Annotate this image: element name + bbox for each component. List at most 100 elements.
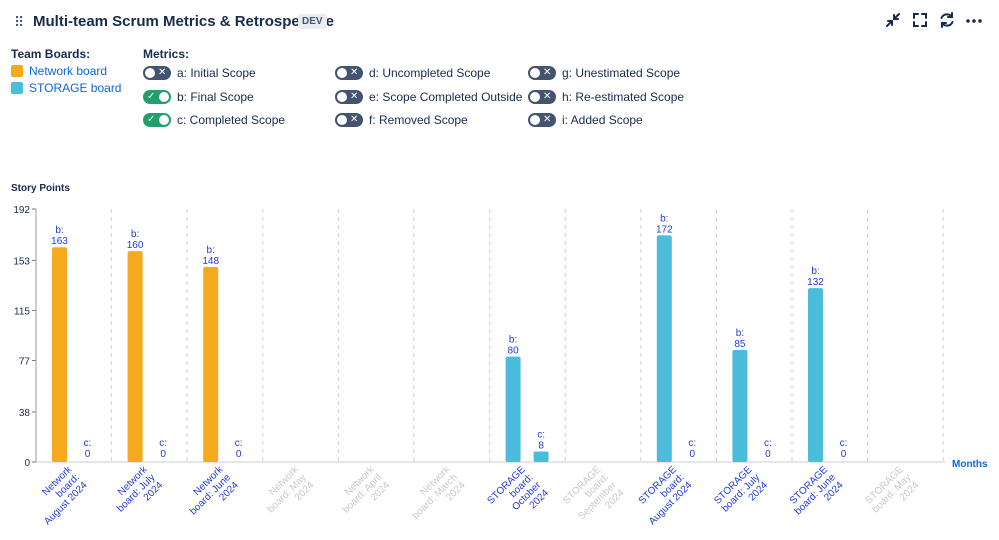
bar-series-label: b: xyxy=(811,266,819,277)
bar-value-label: 0 xyxy=(85,449,91,460)
close-icon: ✕ xyxy=(543,114,552,125)
metric-label: b: Final Scope xyxy=(177,90,254,104)
drag-handle-icon[interactable]: ⠿ xyxy=(14,14,24,30)
bar-value-label: 132 xyxy=(807,277,824,288)
close-icon: ✕ xyxy=(543,91,552,102)
fullscreen-icon[interactable] xyxy=(910,10,930,30)
bar-series-label: c: xyxy=(537,429,545,440)
env-badge: DEV xyxy=(298,14,327,29)
toggle-switch[interactable]: ✕ xyxy=(528,66,556,80)
toggle-switch[interactable]: ✕ xyxy=(528,90,556,104)
x-category-label: Networkboard:August 2024 xyxy=(27,464,91,528)
x-axis-title: Months xyxy=(952,459,988,470)
check-icon: ✓ xyxy=(147,91,156,102)
metric-label: a: Initial Scope xyxy=(177,66,256,80)
x-category-label: Networkboard: July2024 xyxy=(107,464,166,523)
team-boards-title: Team Boards: xyxy=(11,47,91,61)
minimize-icon[interactable] xyxy=(883,10,903,30)
metric-toggle-i[interactable]: ✕ i: Added Scope xyxy=(528,112,643,128)
metric-toggle-c[interactable]: ✓ c: Completed Scope xyxy=(143,112,285,128)
bar-series-label: b: xyxy=(131,229,139,240)
bar-series-label: b: xyxy=(660,213,668,224)
close-icon: ✕ xyxy=(543,67,552,78)
metric-label: d: Uncompleted Scope xyxy=(369,66,491,80)
x-category-label: STORAGEboard:September2024 xyxy=(561,464,627,530)
page-title: Multi-team Scrum Metrics & Retrospective xyxy=(33,13,334,30)
metric-toggle-a[interactable]: ✕ a: Initial Scope xyxy=(143,65,256,81)
legend-board-storage[interactable]: STORAGE board xyxy=(11,80,121,96)
metric-toggle-f[interactable]: ✕ f: Removed Scope xyxy=(335,112,468,128)
metric-label: g: Unestimated Scope xyxy=(562,66,681,80)
close-icon: ✕ xyxy=(350,91,359,102)
bar-value-label: 172 xyxy=(656,224,673,235)
metric-toggle-b[interactable]: ✓ b: Final Scope xyxy=(143,89,254,105)
metrics-title: Metrics: xyxy=(143,47,190,61)
bar-value-label: 163 xyxy=(51,236,68,247)
bar-series-label: c: xyxy=(84,438,92,449)
more-options-icon[interactable] xyxy=(964,10,984,30)
bar-series-label: b: xyxy=(736,328,744,339)
bar-value-label: 85 xyxy=(734,339,746,350)
toggle-switch[interactable]: ✓ xyxy=(143,113,171,127)
network-board-swatch xyxy=(11,65,23,77)
bar-value-label: 8 xyxy=(538,440,544,451)
metric-toggle-g[interactable]: ✕ g: Unestimated Scope xyxy=(528,65,680,81)
metric-toggle-e[interactable]: ✕ e: Scope Completed Outside xyxy=(335,89,522,105)
bar-completed-scope xyxy=(533,451,549,462)
board-label: STORAGE board xyxy=(29,81,122,95)
bar-final-scope xyxy=(203,266,219,462)
bar-final-scope xyxy=(127,251,143,462)
metric-label: e: Scope Completed Outside xyxy=(369,90,523,104)
close-icon: ✕ xyxy=(350,67,359,78)
toggle-switch[interactable]: ✕ xyxy=(335,113,363,127)
y-tick-label: 153 xyxy=(13,256,30,267)
x-category-label: STORAGEboard:August 2024 xyxy=(631,464,694,527)
metric-toggle-h[interactable]: ✕ h: Re-estimated Scope xyxy=(528,89,684,105)
x-category-label: Networkboard: June2024 xyxy=(180,464,241,525)
bar-value-label: 160 xyxy=(127,240,144,251)
bar-value-label: 0 xyxy=(236,449,242,460)
x-category-label: STORAGEboard: July2024 xyxy=(712,464,770,522)
y-tick-label: 0 xyxy=(24,458,30,469)
bar-final-scope xyxy=(808,288,823,462)
board-label: Network board xyxy=(29,64,108,78)
toggle-switch[interactable]: ✕ xyxy=(335,90,363,104)
refresh-icon[interactable] xyxy=(937,10,957,30)
bar-value-label: 0 xyxy=(841,449,847,460)
legend-board-network[interactable]: Network board xyxy=(11,63,107,79)
x-category-label: STORAGEboard: June2024 xyxy=(785,464,846,525)
y-tick-label: 77 xyxy=(19,357,31,368)
bar-series-label: b: xyxy=(509,335,517,346)
bar-value-label: 0 xyxy=(765,449,771,460)
bar-series-label: c: xyxy=(159,438,167,449)
toggle-switch[interactable]: ✓ xyxy=(143,90,171,104)
check-icon: ✓ xyxy=(147,114,156,125)
x-category-label: STORAGEboard: May2024 xyxy=(863,464,922,523)
y-tick-label: 38 xyxy=(19,408,31,419)
metric-toggle-d[interactable]: ✕ d: Uncompleted Scope xyxy=(335,65,490,81)
x-category-label: Networkboard: April2024 xyxy=(333,464,393,524)
bar-final-scope xyxy=(656,235,672,462)
toggle-switch[interactable]: ✕ xyxy=(528,113,556,127)
story-points-chart: Story Points03877115153192Monthsb:163c:0… xyxy=(11,183,988,530)
widget-header: ⠿ Multi-team Scrum Metrics & Retrospecti… xyxy=(0,0,999,44)
bar-series-label: c: xyxy=(840,438,848,449)
bar-value-label: 0 xyxy=(690,449,696,460)
metric-label: c: Completed Scope xyxy=(177,113,286,127)
bar-final-scope xyxy=(732,349,748,462)
bar-value-label: 148 xyxy=(202,256,219,267)
y-tick-label: 192 xyxy=(13,205,30,216)
bar-series-label: c: xyxy=(764,438,772,449)
toggle-switch[interactable]: ✕ xyxy=(143,66,171,80)
close-icon: ✕ xyxy=(350,114,359,125)
bar-final-scope xyxy=(505,356,521,462)
bar-value-label: 80 xyxy=(508,346,520,357)
bar-series-label: c: xyxy=(688,438,696,449)
bar-value-label: 0 xyxy=(160,449,166,460)
y-axis-title: Story Points xyxy=(11,183,70,194)
toggle-switch[interactable]: ✕ xyxy=(335,66,363,80)
storage-board-swatch xyxy=(11,82,23,94)
metric-label: f: Removed Scope xyxy=(369,113,468,127)
bar-series-label: b: xyxy=(55,225,63,236)
x-category-label: Networkboard: May2024 xyxy=(258,464,317,523)
